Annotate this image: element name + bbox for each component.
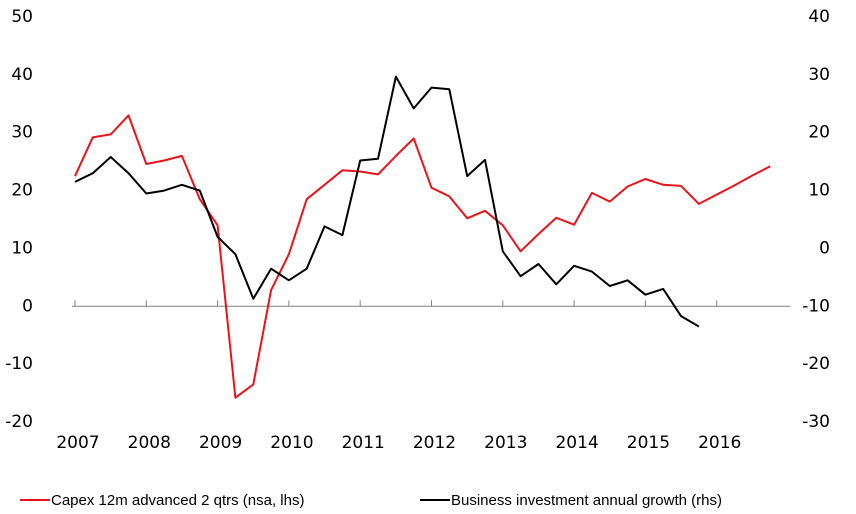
y-tick-label: -20	[5, 412, 33, 432]
y-tick-label: 20	[11, 181, 33, 201]
legend-label: Capex 12m advanced 2 qtrs (nsa, lhs)	[51, 492, 304, 509]
y-tick-label: -10	[5, 354, 33, 374]
y-tick-label: 10	[11, 238, 33, 258]
x-tick-label: 2008	[128, 433, 171, 453]
series-line	[74, 114, 771, 399]
x-tick-label: 2013	[484, 433, 527, 453]
x-tick-label: 2010	[270, 433, 313, 453]
y-tick-label: 0	[22, 296, 33, 316]
x-tick-label: 2012	[413, 433, 456, 453]
y2-tick-label: -20	[802, 354, 830, 374]
y-tick-label: 40	[11, 65, 33, 85]
x-tick-label: 2016	[698, 433, 741, 453]
x-tick-label: 2009	[199, 433, 242, 453]
y2-tick-label: 20	[808, 123, 830, 143]
legend-label: Business investment annual growth (rhs)	[451, 492, 722, 509]
y2-tick-label: -10	[802, 296, 830, 316]
x-tick-label: 2011	[342, 433, 385, 453]
y-tick-label: 30	[11, 123, 33, 143]
y-tick-label: 50	[11, 7, 33, 27]
x-tick-label: 2014	[555, 433, 598, 453]
x-tick-label: 2007	[56, 433, 99, 453]
series-line	[74, 75, 700, 328]
y2-tick-label: 10	[808, 181, 830, 201]
x-tick-label: 2015	[627, 433, 670, 453]
y2-tick-label: -30	[802, 412, 830, 432]
y2-tick-label: 30	[808, 65, 830, 85]
y2-tick-label: 40	[808, 7, 830, 27]
y2-tick-label: 0	[819, 238, 830, 258]
